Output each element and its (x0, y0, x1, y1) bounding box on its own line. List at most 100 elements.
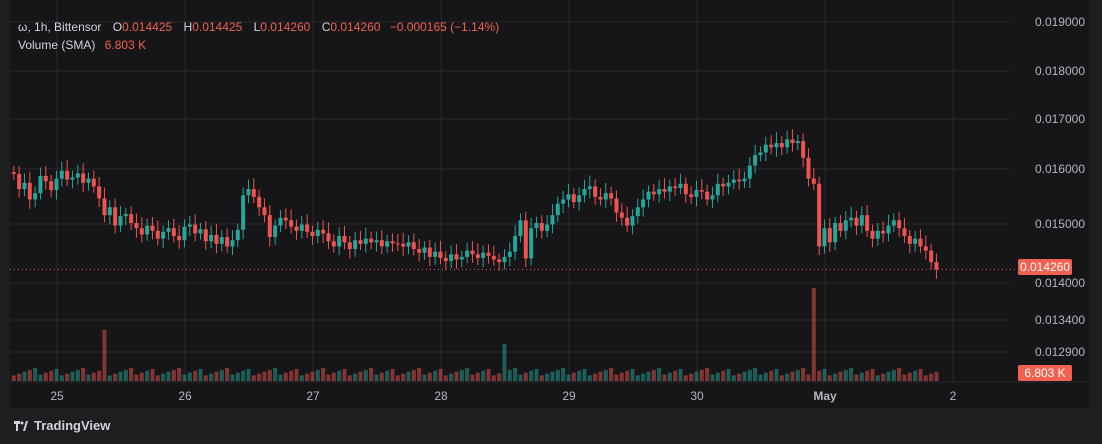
volume-bar (65, 373, 70, 381)
candle-body (411, 242, 416, 250)
candle-body (225, 237, 230, 247)
volume-bar (609, 367, 614, 381)
candle-body (843, 220, 848, 231)
volume-bar (321, 367, 326, 381)
last-price-badge: 0.014260 (1018, 259, 1072, 275)
volume-bar (134, 374, 139, 381)
volume-bar (923, 375, 928, 381)
volume-bar (566, 374, 571, 381)
volume-bar (795, 369, 800, 381)
candle-body (470, 250, 475, 255)
volume-bar (75, 369, 80, 381)
candle-body (534, 222, 539, 229)
candle-body (321, 229, 326, 234)
time-tick-label: 25 (50, 389, 64, 403)
low-label: L (253, 20, 261, 34)
volume-bar (571, 372, 576, 381)
axes: 0.019000 0.018000 0.017000 0.016000 0.015000… (50, 15, 1085, 403)
candle-body (70, 177, 75, 180)
candle-body (219, 237, 224, 244)
candle-body (518, 220, 523, 237)
candle-body (417, 249, 422, 253)
volume-bar (646, 371, 651, 381)
candle-body (673, 186, 678, 188)
candle-body (923, 246, 928, 251)
volume-bar (518, 374, 523, 381)
volume-bar (486, 368, 491, 381)
volume-bar (555, 369, 560, 381)
volume-bar (395, 375, 400, 381)
volume-bar (171, 369, 176, 381)
volume-bar (289, 370, 294, 381)
volume-bar (326, 374, 331, 381)
chart-area[interactable] (10, 0, 1090, 408)
volume-bar (497, 373, 502, 381)
candle-body (246, 189, 251, 196)
candle-body (198, 229, 203, 234)
candle-body (107, 207, 112, 216)
volume-bar (17, 373, 22, 381)
candle-body (81, 173, 86, 183)
candle-body (337, 236, 342, 247)
volume-bar (534, 368, 539, 381)
candle-body (342, 236, 347, 243)
candle-body (257, 196, 262, 208)
candle-body (529, 228, 534, 259)
volume-bar (790, 371, 795, 381)
candle-body (294, 226, 299, 231)
volume-bar (481, 370, 486, 381)
volume-bar (417, 367, 422, 381)
volume-bar (806, 374, 811, 381)
volume-bar (651, 369, 656, 381)
candle-body (379, 240, 384, 247)
volume-bar (257, 373, 262, 381)
volume-value: 6.803 K (104, 38, 147, 52)
volume-bar (513, 367, 518, 381)
volume-bar (694, 371, 699, 381)
volume-bar (438, 368, 443, 381)
volume-bar (507, 369, 512, 381)
volume-bar (347, 375, 352, 381)
volume-bar (390, 368, 395, 381)
volume-bar (97, 370, 102, 381)
volume-bar (731, 375, 736, 381)
candle-body (833, 222, 838, 243)
candle-body (289, 220, 294, 227)
price-tick-label: 0.014000 (1035, 276, 1085, 290)
candle-body (283, 217, 288, 221)
volume-bar (529, 370, 534, 381)
candle-body (433, 251, 438, 257)
high-label: H (183, 20, 193, 34)
candle-body (209, 234, 214, 242)
volume-bar (710, 374, 715, 381)
volume-bar (107, 375, 112, 381)
open-label: O (112, 20, 123, 34)
volume-bar (11, 375, 16, 381)
candle-body (65, 170, 70, 180)
volume-bar (689, 373, 694, 381)
candle-body (678, 183, 683, 188)
candle-body (145, 225, 150, 235)
tradingview-logo[interactable]: TradingView (14, 418, 110, 433)
candle-body (726, 182, 731, 187)
candle-body (929, 250, 934, 263)
candle-body (721, 183, 726, 187)
volume-bar (315, 369, 320, 381)
candle-body (838, 222, 843, 231)
volume-bar (870, 368, 875, 381)
candle-body (902, 228, 907, 237)
volume-bar (726, 368, 731, 381)
candles (11, 129, 939, 279)
candle-body (614, 198, 619, 213)
candle-body (251, 189, 256, 197)
volume-bar (907, 372, 912, 381)
volume-bar (470, 374, 475, 381)
candle-body (913, 238, 918, 244)
candle-body (27, 182, 32, 200)
candle-body (769, 144, 774, 148)
time-tick-label: 29 (562, 389, 576, 403)
candle-body (571, 194, 576, 203)
candle-body (193, 224, 198, 234)
volume-bar (641, 373, 646, 381)
